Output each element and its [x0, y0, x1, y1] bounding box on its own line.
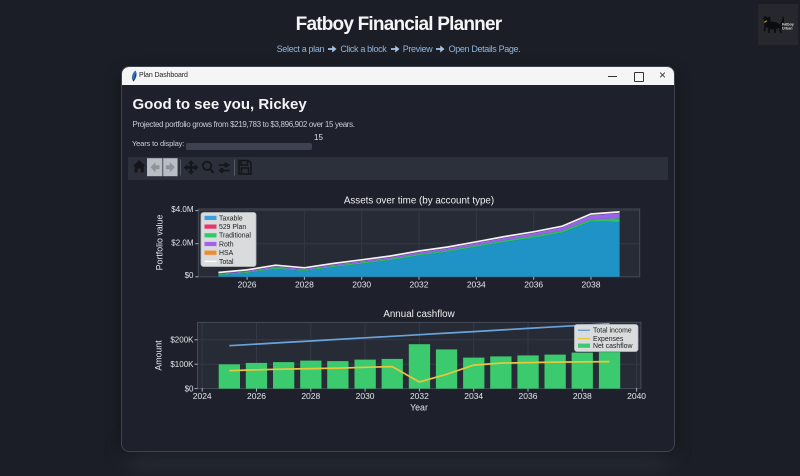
svg-text:Assets over time (by account t: Assets over time (by account type) [344, 196, 494, 207]
svg-text:2034: 2034 [464, 391, 483, 401]
svg-text:2034: 2034 [467, 280, 486, 290]
svg-text:Taxable: Taxable [219, 215, 243, 222]
svg-text:$100K: $100K [170, 360, 194, 369]
svg-text:2040: 2040 [627, 391, 646, 401]
svg-text:2036: 2036 [519, 391, 538, 401]
svg-text:$0: $0 [185, 384, 194, 393]
svg-text:2038: 2038 [573, 391, 592, 401]
svg-text:HSA: HSA [219, 250, 234, 257]
svg-text:2032: 2032 [410, 280, 429, 290]
svg-text:2032: 2032 [410, 391, 429, 401]
svg-text:Total: Total [219, 259, 234, 266]
svg-text:Urban: Urban [782, 27, 792, 31]
svg-text:Traditional: Traditional [219, 233, 251, 240]
svg-text:2026: 2026 [238, 280, 257, 290]
svg-text:2024: 2024 [193, 391, 212, 401]
svg-text:2028: 2028 [295, 280, 314, 290]
svg-text:$0: $0 [185, 271, 194, 280]
svg-text:$4.0M: $4.0M [171, 205, 194, 214]
svg-text:2038: 2038 [582, 280, 601, 290]
svg-text:Total income: Total income [593, 328, 632, 335]
svg-text:2030: 2030 [356, 391, 375, 401]
svg-text:$2.0M: $2.0M [171, 238, 194, 247]
svg-text:2026: 2026 [247, 391, 266, 401]
svg-text:$200K: $200K [170, 336, 194, 345]
svg-text:Annual cashflow: Annual cashflow [383, 309, 455, 320]
svg-text:2036: 2036 [524, 280, 543, 290]
svg-text:Expenses: Expenses [593, 336, 624, 343]
svg-text:2028: 2028 [301, 391, 320, 401]
svg-text:Portfolio value: Portfolio value [155, 215, 165, 271]
svg-text:Roth: Roth [219, 241, 234, 248]
svg-text:2030: 2030 [352, 280, 371, 290]
svg-text:Year: Year [410, 403, 428, 413]
svg-text:Fatboy: Fatboy [782, 23, 794, 27]
svg-text:529 Plan: 529 Plan [219, 224, 246, 231]
svg-text:Net cashflow: Net cashflow [593, 343, 632, 350]
svg-text:Amount: Amount [154, 340, 164, 371]
